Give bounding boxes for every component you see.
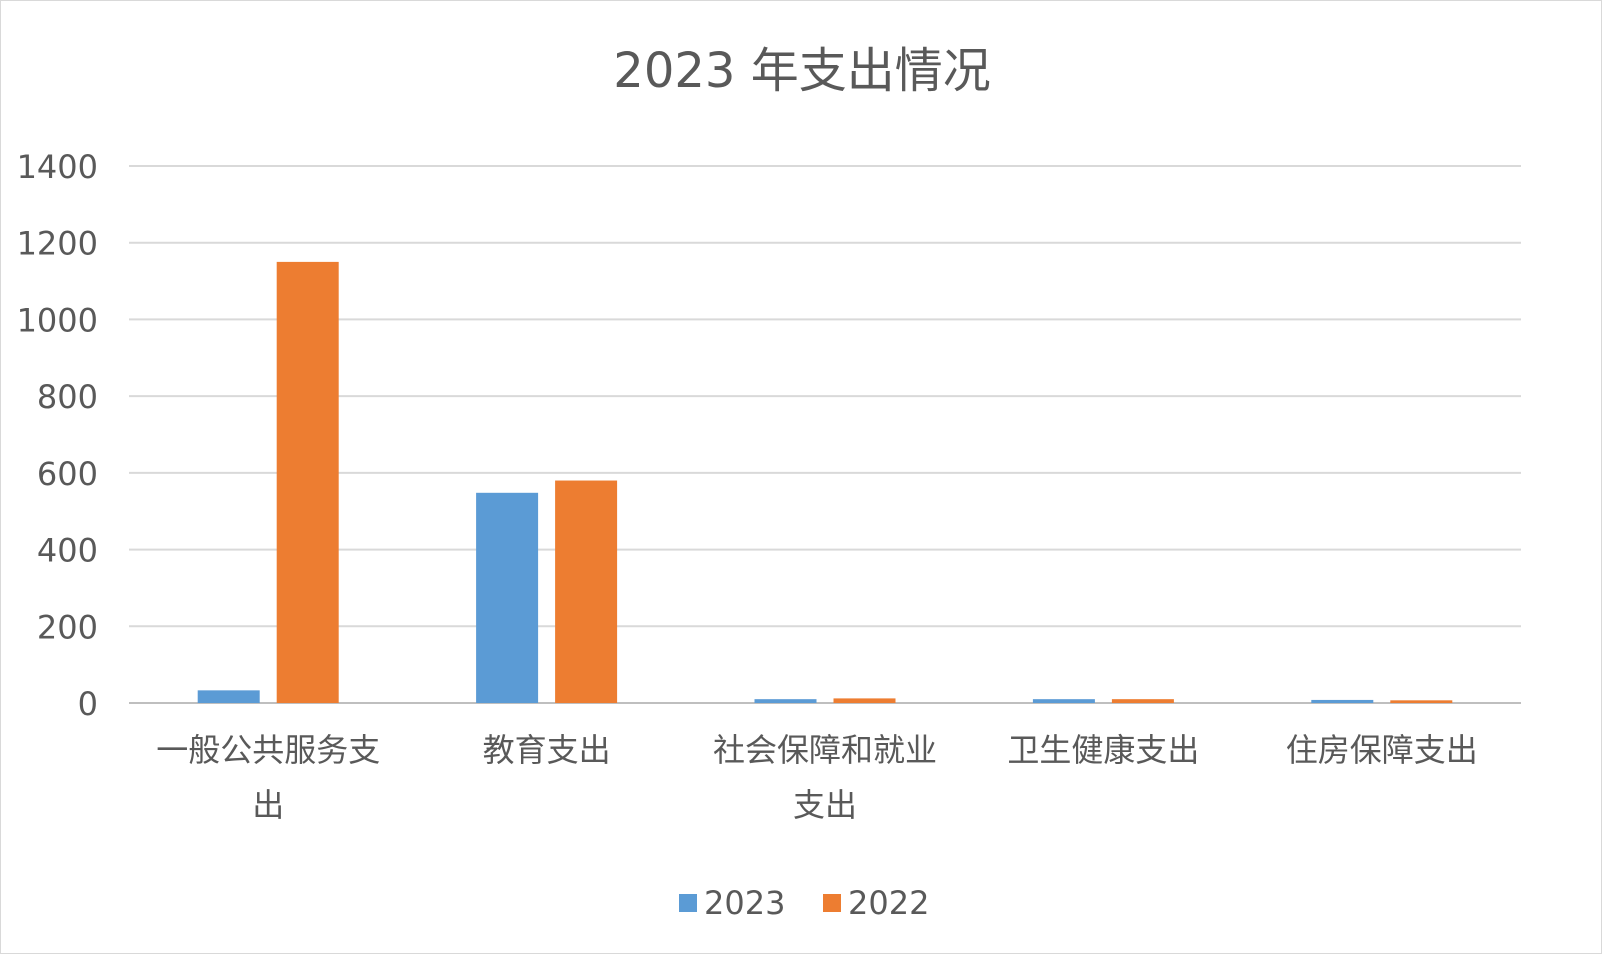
gridlines <box>129 165 1521 704</box>
legend-swatch-2022 <box>823 894 841 912</box>
y-tick-label: 600 <box>37 455 98 493</box>
x-tick-label: 住房保障支出 <box>1286 731 1478 769</box>
x-tick-label: 支出 <box>793 786 857 824</box>
bar-2022-2 <box>833 698 896 703</box>
bar-2023-0 <box>197 690 260 703</box>
y-tick-label: 200 <box>37 608 98 646</box>
x-tick-label: 教育支出 <box>483 731 611 769</box>
y-tick-label: 1400 <box>17 148 98 186</box>
bars <box>197 261 1453 703</box>
bar-2022-3 <box>1111 699 1174 703</box>
bar-2022-1 <box>555 480 618 703</box>
bar-2022-0 <box>276 261 339 703</box>
x-tick-label: 一般公共服务支 <box>156 731 380 769</box>
legend-label-2022: 2022 <box>848 884 929 922</box>
bar-2023-4 <box>1311 699 1374 703</box>
bar-2023-3 <box>1032 699 1095 703</box>
x-tick-label: 出 <box>252 786 284 824</box>
y-tick-label: 0 <box>78 685 98 723</box>
legend-label-2023: 2023 <box>704 884 785 922</box>
legend: 2023 2022 <box>679 884 929 922</box>
y-tick-label: 1200 <box>17 225 98 263</box>
y-tick-label: 800 <box>37 378 98 416</box>
x-tick-label: 卫生健康支出 <box>1007 731 1199 769</box>
legend-swatch-2023 <box>679 894 697 912</box>
bar-2023-1 <box>476 492 539 703</box>
chart-title: 2023 年支出情况 <box>613 43 990 99</box>
bar-2023-2 <box>754 699 817 703</box>
bar-2022-4 <box>1390 700 1453 703</box>
y-axis-tick-labels: 0 200 400 600 800 1000 1200 1400 <box>17 148 98 723</box>
y-tick-label: 400 <box>37 532 98 570</box>
y-tick-label: 1000 <box>17 301 98 339</box>
x-tick-label: 社会保障和就业 <box>713 731 937 769</box>
